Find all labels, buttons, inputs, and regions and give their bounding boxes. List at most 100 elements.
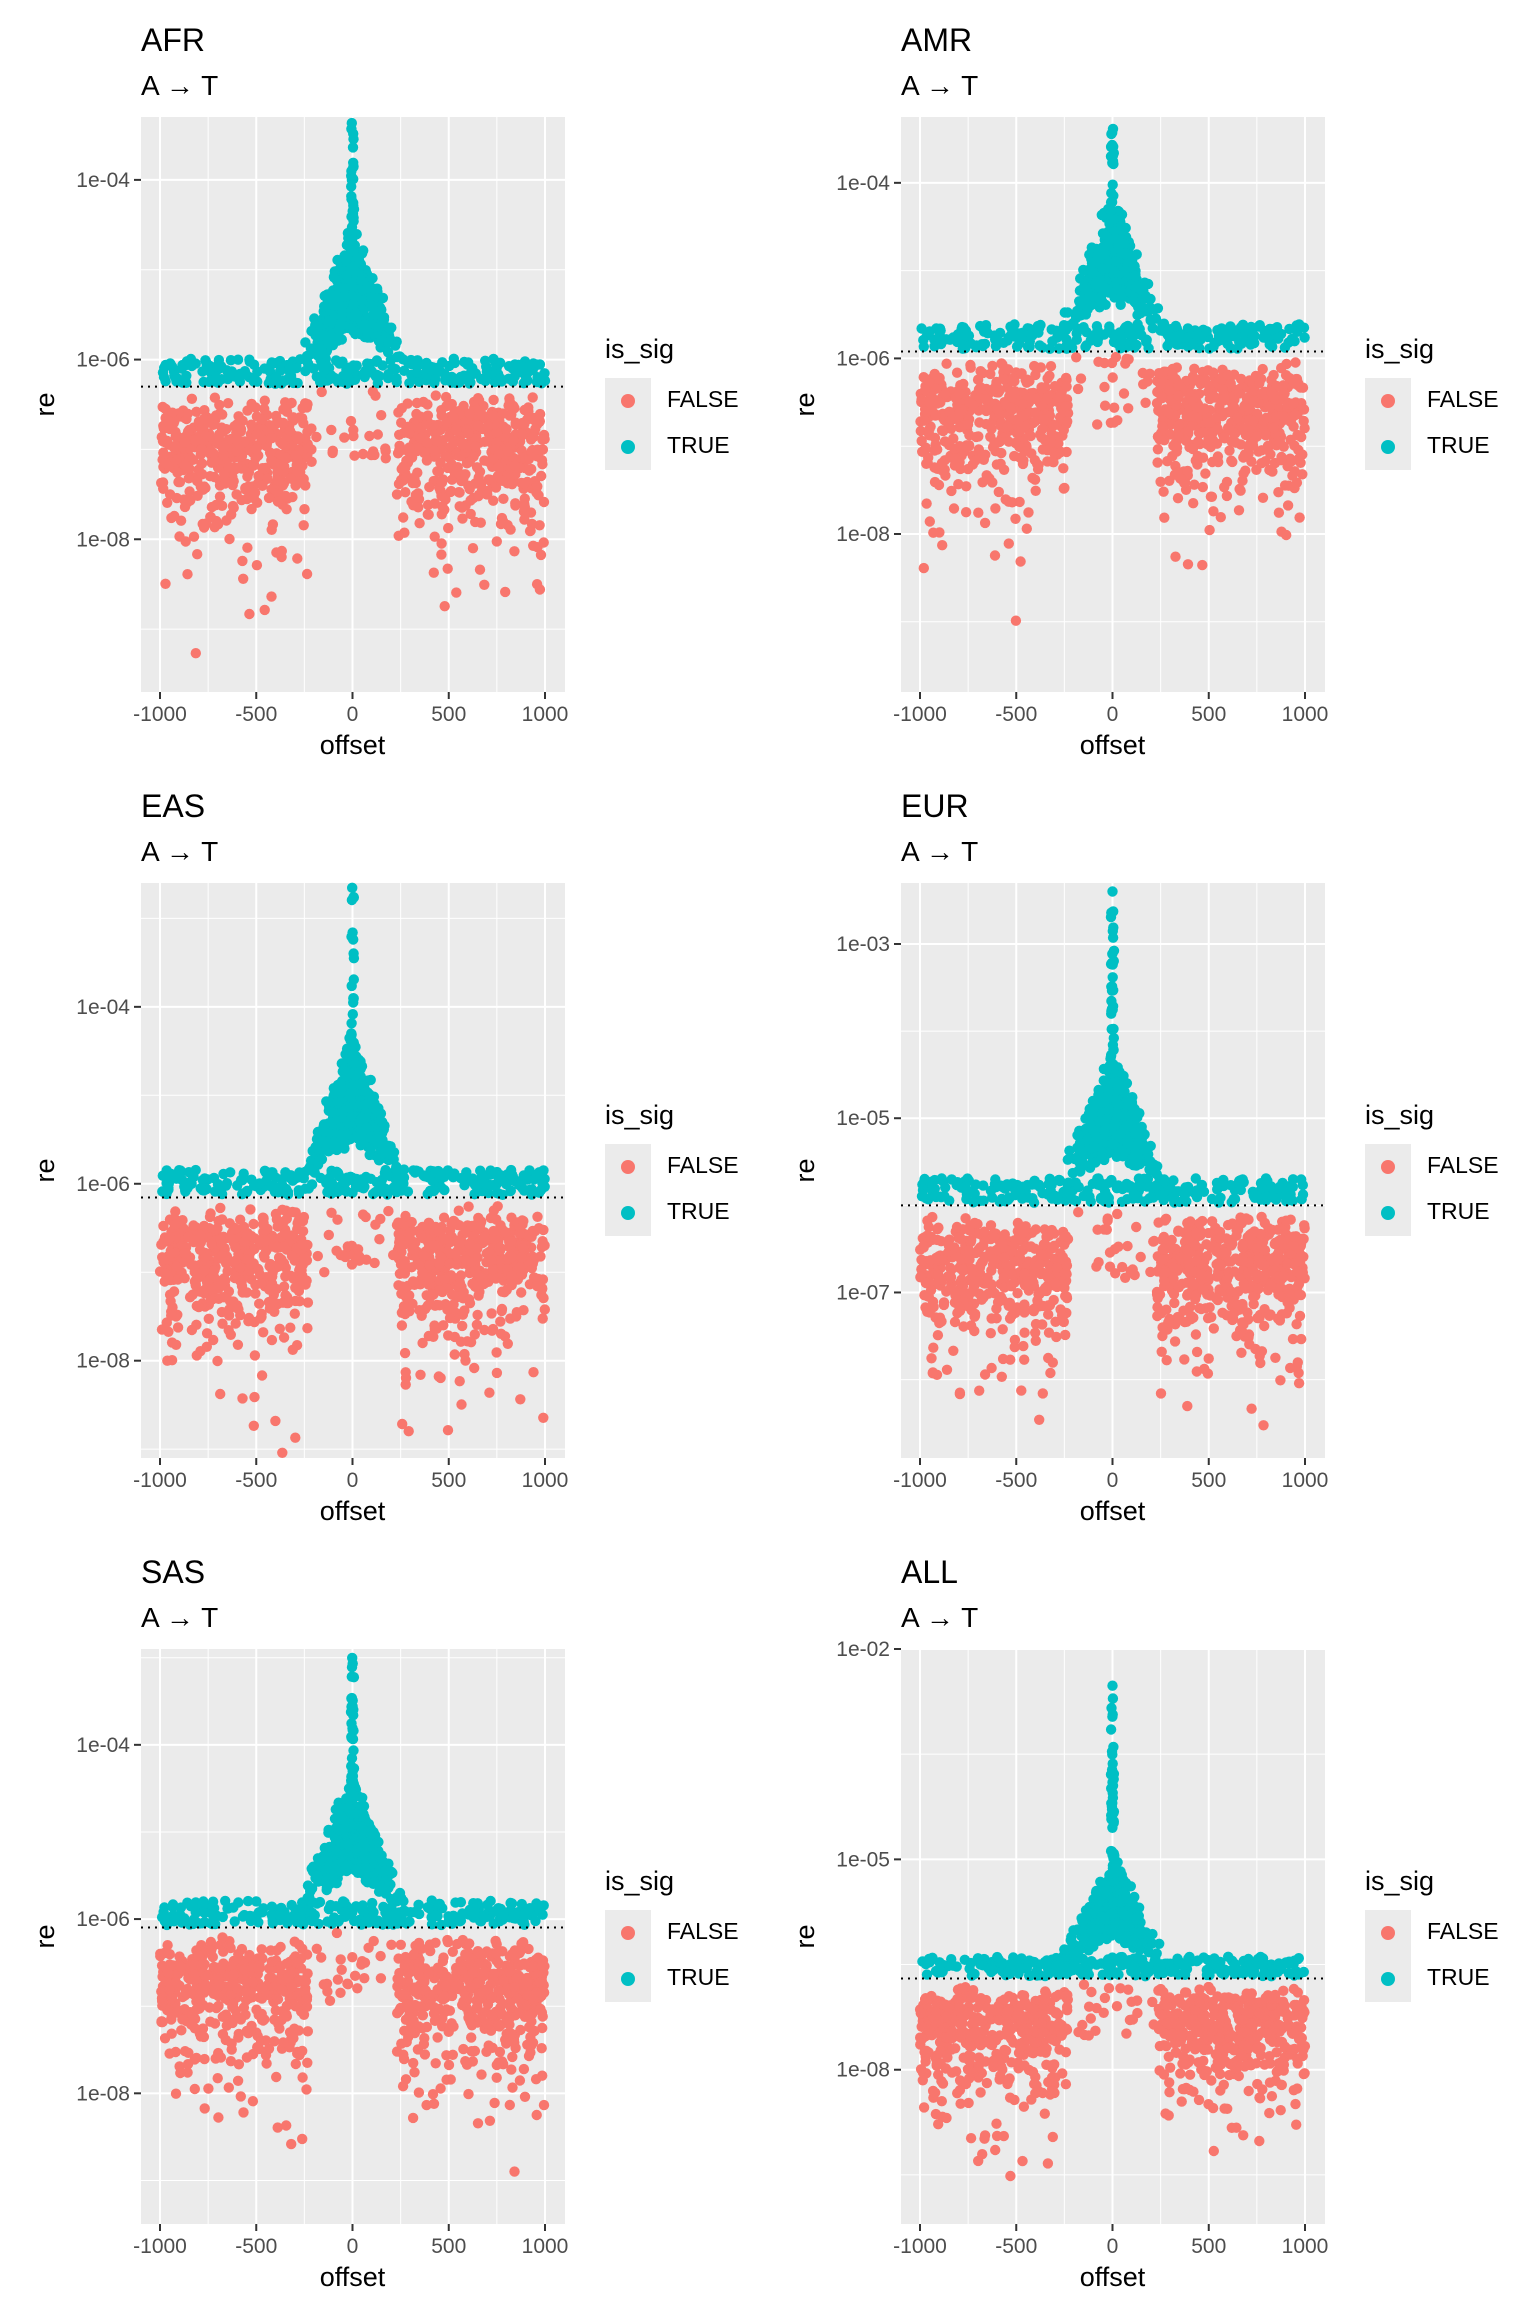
point-false xyxy=(1048,420,1059,431)
point-true xyxy=(272,1187,284,1198)
point-false xyxy=(1207,367,1219,378)
point-false xyxy=(1021,523,1032,534)
point-false xyxy=(535,1251,546,1262)
point-true xyxy=(1011,341,1023,352)
point-false xyxy=(182,569,193,580)
x-tick-label: -1000 xyxy=(893,703,947,726)
point-false xyxy=(253,470,264,482)
point-false xyxy=(440,391,452,403)
point-false xyxy=(474,564,486,575)
point-false xyxy=(471,462,483,473)
point-false xyxy=(164,489,176,500)
point-false xyxy=(316,386,327,398)
point-false xyxy=(1287,398,1299,409)
point-true xyxy=(291,362,302,374)
point-false xyxy=(312,1250,323,1262)
point-false xyxy=(933,479,945,491)
point-false xyxy=(424,1259,435,1271)
point-true xyxy=(1145,315,1156,326)
point-true xyxy=(1080,341,1091,353)
point-false xyxy=(174,531,185,542)
point-true xyxy=(185,1176,196,1188)
point-true xyxy=(1119,238,1130,250)
point-false xyxy=(991,378,1002,390)
point-false xyxy=(267,519,279,530)
point-true xyxy=(340,1177,351,1188)
point-false xyxy=(357,448,369,460)
point-false xyxy=(404,1227,415,1239)
point-false xyxy=(368,446,379,457)
point-true xyxy=(325,331,337,342)
point-false xyxy=(168,1286,180,1297)
legend-dot xyxy=(621,440,635,454)
point-false xyxy=(267,1295,278,1306)
point-false xyxy=(1211,438,1223,449)
point-false xyxy=(479,1324,490,1336)
point-false xyxy=(1264,464,1275,476)
point-true xyxy=(367,273,378,284)
point-false xyxy=(278,1332,290,1343)
point-false xyxy=(435,457,446,469)
point-false xyxy=(506,479,518,490)
point-true xyxy=(1131,339,1142,351)
point-true xyxy=(1134,323,1145,335)
point-false xyxy=(1009,388,1020,399)
point-true xyxy=(336,334,347,345)
point-false xyxy=(246,503,257,515)
point-false xyxy=(539,1240,550,1251)
point-false xyxy=(249,487,261,498)
point-false xyxy=(1187,443,1199,455)
point-false xyxy=(467,1278,478,1289)
point-true xyxy=(306,1179,318,1190)
point-false xyxy=(1256,458,1267,469)
point-false xyxy=(415,1369,426,1380)
point-true xyxy=(1033,327,1044,338)
point-true xyxy=(1116,333,1127,345)
point-true xyxy=(971,342,982,353)
y-axis-title: re xyxy=(30,392,60,416)
point-true xyxy=(481,366,493,377)
point-false xyxy=(924,397,935,408)
point-false xyxy=(1030,369,1041,381)
point-false xyxy=(164,1232,176,1243)
point-false xyxy=(472,1309,483,1321)
point-true xyxy=(1125,324,1136,335)
point-false xyxy=(429,498,441,509)
point-false xyxy=(375,1213,386,1225)
point-false xyxy=(255,1278,267,1289)
point-false xyxy=(254,1298,265,1309)
point-false xyxy=(537,1313,548,1324)
point-false xyxy=(532,444,543,455)
point-false xyxy=(483,474,494,485)
point-true xyxy=(480,375,491,387)
legend-dot xyxy=(1381,440,1395,454)
point-true xyxy=(1170,320,1181,332)
point-true xyxy=(1130,270,1141,282)
point-true xyxy=(318,329,329,341)
point-false xyxy=(306,423,317,434)
point-true xyxy=(534,359,546,370)
point-false xyxy=(245,1204,256,1215)
point-false xyxy=(500,586,511,598)
point-false xyxy=(222,1266,233,1277)
x-tick-label: 500 xyxy=(1191,703,1226,726)
point-false xyxy=(1153,368,1165,379)
point-false xyxy=(527,392,538,403)
point-true xyxy=(317,1124,329,1135)
point-false xyxy=(232,1339,244,1350)
point-true xyxy=(1253,321,1264,332)
point-true xyxy=(391,373,402,384)
point-false xyxy=(538,1224,549,1236)
point-false xyxy=(929,368,940,380)
point-false xyxy=(1208,506,1219,517)
point-false xyxy=(986,423,997,434)
point-false xyxy=(448,412,459,423)
point-false xyxy=(975,366,986,377)
point-false xyxy=(259,395,270,406)
legend-label: FALSE xyxy=(1427,386,1499,412)
point-true xyxy=(439,1184,450,1196)
point-false xyxy=(290,1207,301,1218)
point-false xyxy=(989,550,1001,561)
point-false xyxy=(497,408,509,419)
point-true xyxy=(263,365,275,376)
